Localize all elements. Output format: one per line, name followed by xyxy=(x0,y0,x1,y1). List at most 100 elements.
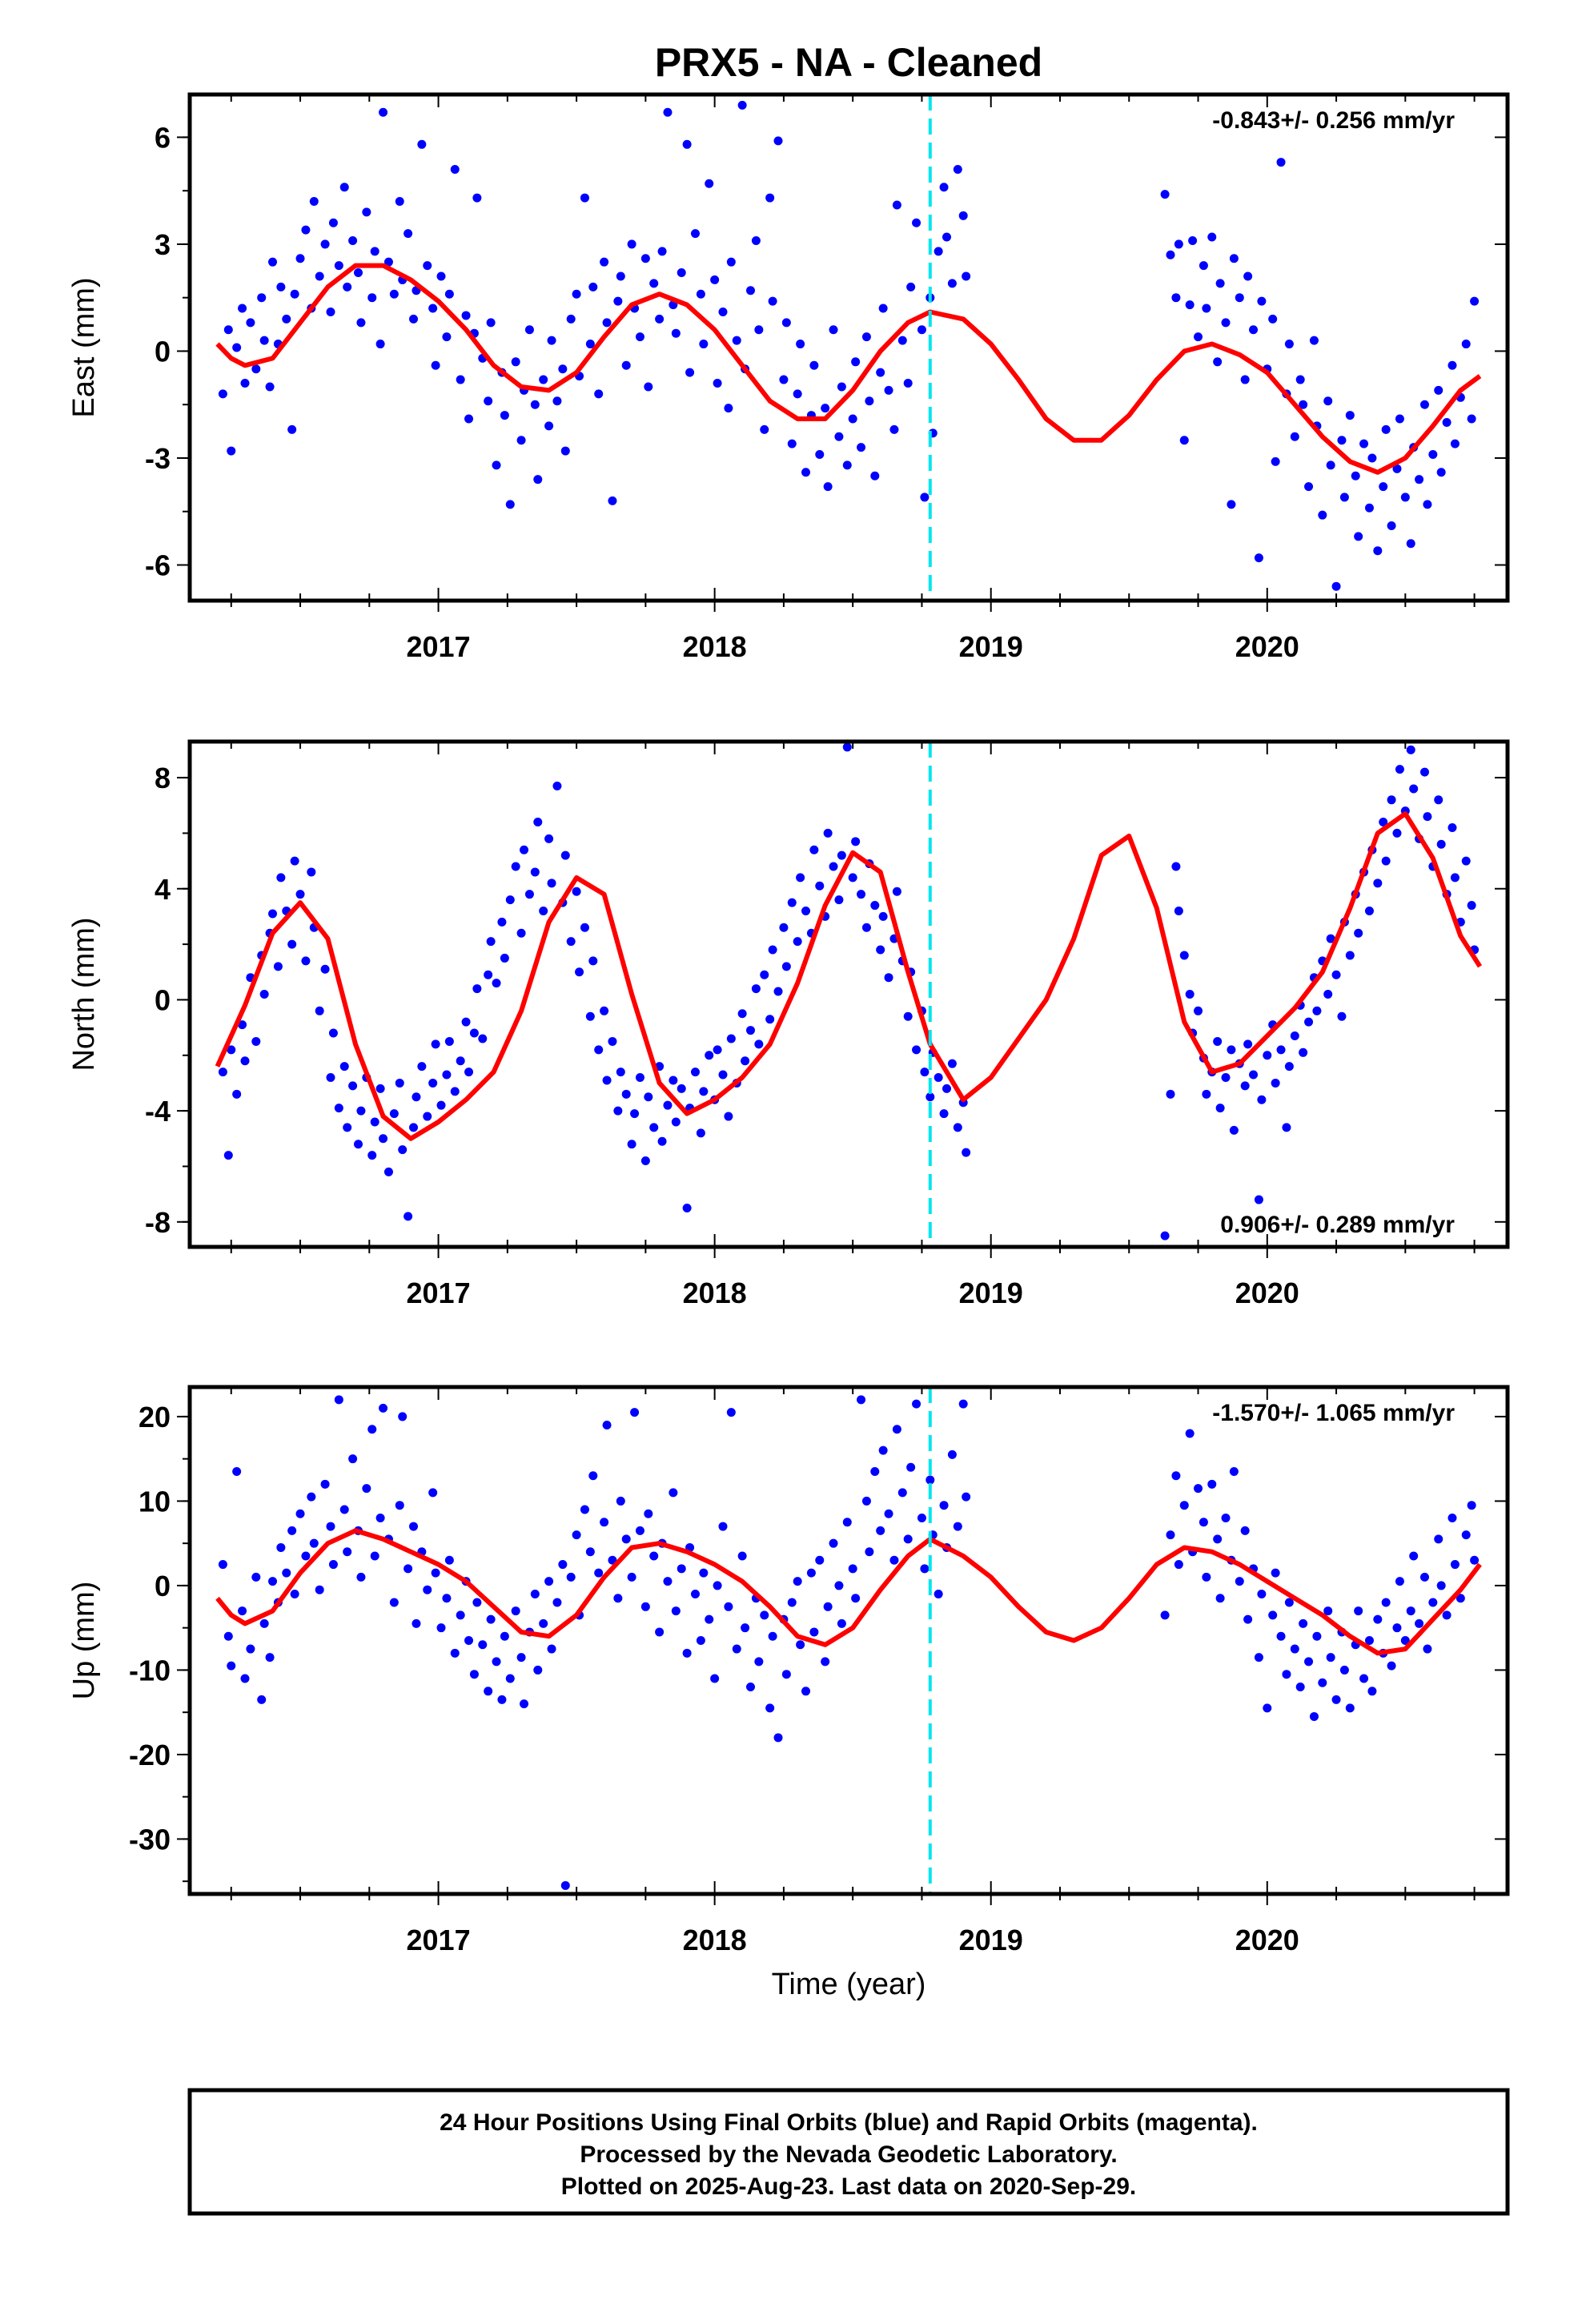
data-point xyxy=(1215,1104,1225,1113)
data-point xyxy=(544,834,554,843)
data-point xyxy=(1229,1467,1239,1476)
data-point xyxy=(837,1618,846,1628)
data-point xyxy=(309,1538,319,1548)
data-point xyxy=(1304,1017,1314,1027)
data-point xyxy=(307,867,316,877)
data-point xyxy=(444,289,454,299)
data-point xyxy=(442,1594,452,1603)
data-point xyxy=(259,990,269,999)
data-point xyxy=(635,332,644,342)
data-point xyxy=(897,336,907,345)
data-point xyxy=(505,1674,515,1683)
data-point xyxy=(713,379,722,388)
data-point xyxy=(227,1661,236,1671)
data-point xyxy=(240,1056,250,1066)
data-point xyxy=(530,400,540,409)
data-point xyxy=(801,906,811,915)
data-point xyxy=(718,307,728,316)
data-point xyxy=(1268,314,1278,324)
data-point xyxy=(1243,1039,1253,1049)
data-point xyxy=(903,1534,913,1544)
x-tick-label: 2018 xyxy=(683,630,747,663)
data-point xyxy=(588,1471,598,1481)
data-point xyxy=(657,1136,667,1146)
data-point xyxy=(1456,1594,1465,1603)
data-point xyxy=(903,379,913,388)
data-point xyxy=(511,1606,520,1616)
data-points xyxy=(218,742,1480,1240)
data-point xyxy=(663,107,673,117)
data-point xyxy=(218,389,227,399)
data-point xyxy=(1373,546,1383,556)
data-point xyxy=(431,1568,440,1578)
data-point xyxy=(630,1109,640,1119)
data-point xyxy=(903,1011,913,1021)
data-point xyxy=(663,1577,673,1586)
data-point xyxy=(223,1151,233,1160)
data-point xyxy=(1392,828,1402,838)
data-point xyxy=(796,340,805,349)
data-point xyxy=(621,360,631,370)
data-point xyxy=(1194,332,1203,342)
data-point xyxy=(238,1020,247,1030)
data-point xyxy=(511,357,520,367)
data-point xyxy=(834,1581,844,1590)
data-point xyxy=(773,136,783,146)
data-point xyxy=(530,1589,540,1598)
data-point xyxy=(1171,1471,1181,1481)
x-axis-label: Time (year) xyxy=(772,1968,926,2001)
data-point xyxy=(829,862,838,871)
data-point xyxy=(1215,1594,1225,1603)
data-point xyxy=(754,1039,764,1049)
data-point xyxy=(370,1551,379,1561)
x-tick-label: 2019 xyxy=(959,1277,1023,1309)
data-point xyxy=(472,984,482,994)
data-point xyxy=(395,1501,404,1510)
data-point xyxy=(754,325,764,335)
data-point xyxy=(1387,1661,1396,1671)
data-point xyxy=(1240,1526,1250,1535)
data-point xyxy=(1240,375,1250,384)
data-point xyxy=(295,890,305,899)
data-point xyxy=(1470,296,1480,306)
data-point xyxy=(1450,439,1460,448)
data-point xyxy=(1447,360,1457,370)
data-point xyxy=(848,873,857,883)
data-point xyxy=(362,207,371,217)
data-point xyxy=(912,1045,921,1055)
data-point xyxy=(823,1602,833,1611)
data-point xyxy=(409,1522,419,1531)
data-point xyxy=(486,937,496,947)
data-point xyxy=(560,850,570,860)
data-point xyxy=(1243,271,1253,281)
data-point xyxy=(326,1073,335,1083)
data-point xyxy=(423,1585,432,1594)
data-point xyxy=(640,1602,650,1611)
data-point xyxy=(389,1109,399,1119)
y-tick-label: 8 xyxy=(155,762,171,794)
data-point xyxy=(1282,1123,1291,1132)
data-point xyxy=(334,1395,343,1405)
data-point xyxy=(533,1665,543,1675)
data-point xyxy=(781,318,791,328)
data-point xyxy=(307,1492,316,1502)
data-point xyxy=(889,1555,899,1565)
data-point xyxy=(287,424,297,434)
data-point xyxy=(246,1644,255,1654)
data-point xyxy=(379,1134,388,1144)
data-point xyxy=(240,1674,250,1683)
data-point xyxy=(1419,1572,1429,1582)
data-point xyxy=(259,1618,269,1628)
data-point xyxy=(486,1614,496,1624)
data-point xyxy=(644,1092,653,1102)
data-point xyxy=(227,1045,236,1055)
data-point xyxy=(339,183,349,192)
data-point xyxy=(848,1564,857,1574)
data-point xyxy=(505,895,515,905)
data-point xyxy=(1213,357,1223,367)
data-point xyxy=(696,1128,705,1138)
data-point xyxy=(1199,1518,1208,1527)
y-tick-label: -6 xyxy=(145,549,171,581)
data-point xyxy=(942,1084,952,1093)
data-point xyxy=(461,311,471,320)
